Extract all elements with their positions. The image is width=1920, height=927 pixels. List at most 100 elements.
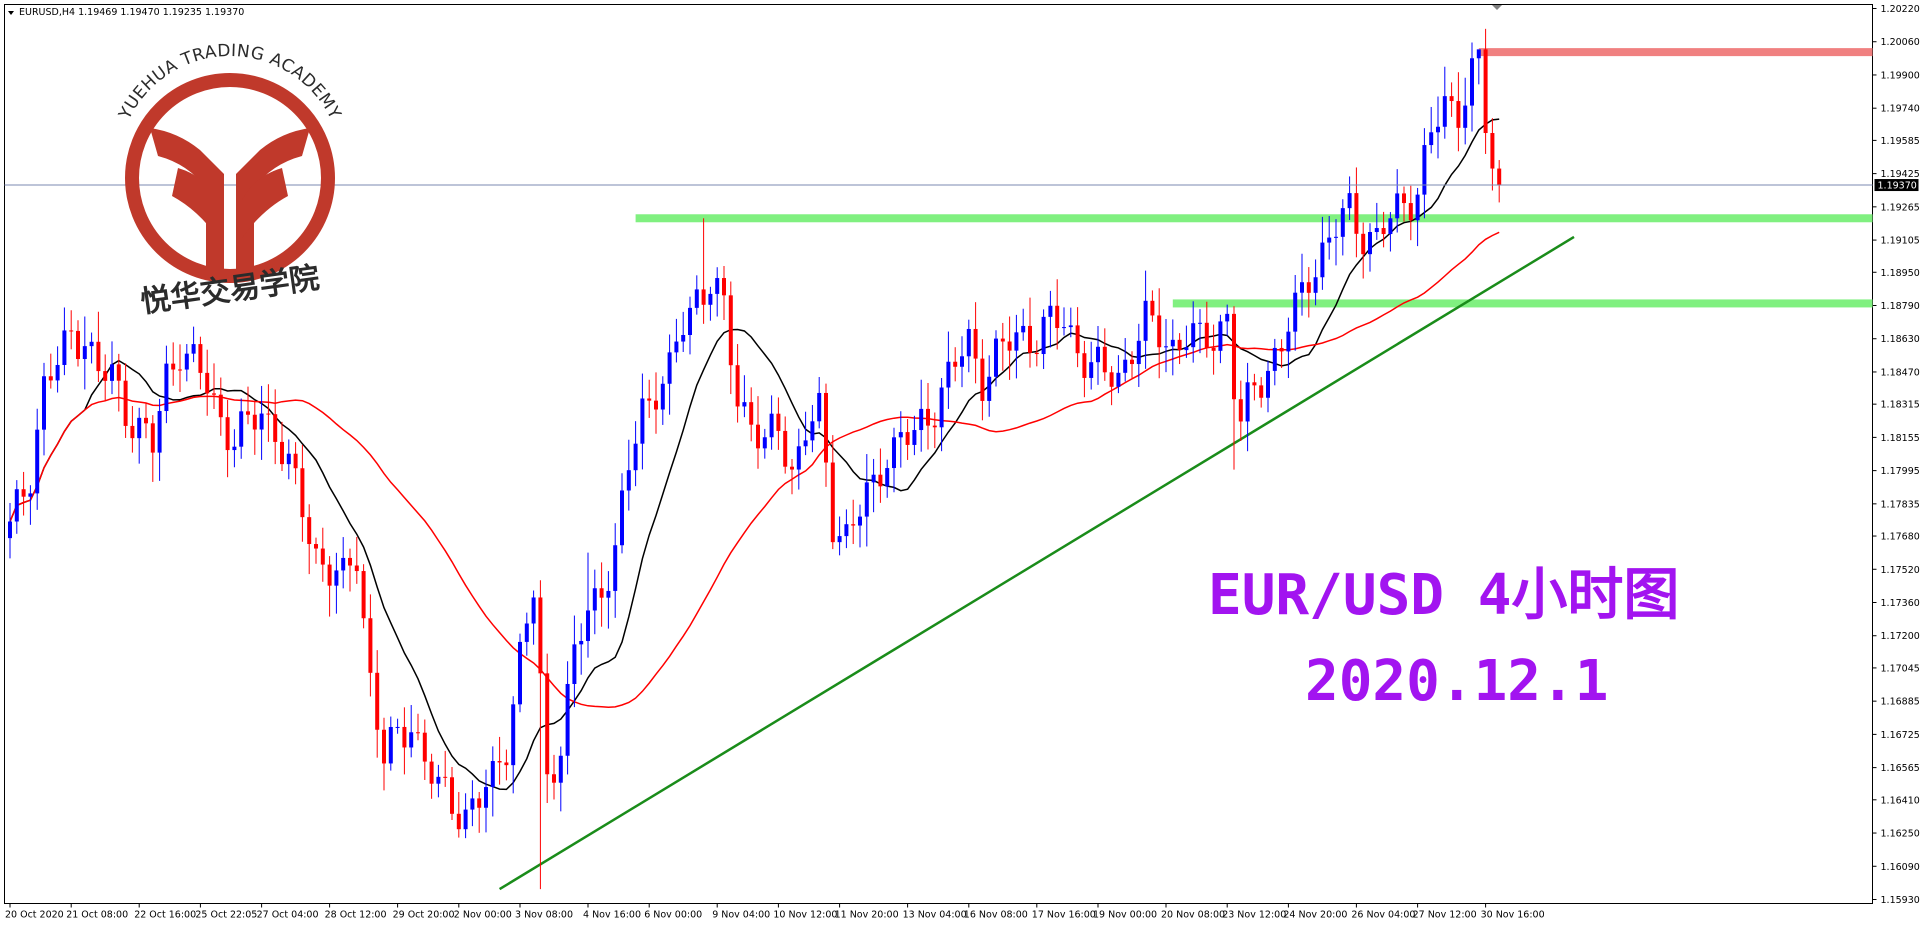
candle-body bbox=[1497, 168, 1502, 186]
y-tick-label: 1.17200 bbox=[1881, 631, 1920, 642]
candle-body bbox=[790, 466, 794, 470]
candle-body bbox=[966, 328, 971, 357]
y-tick-label: 1.16885 bbox=[1881, 697, 1920, 708]
candle bbox=[885, 459, 890, 498]
plot-frame bbox=[4, 4, 1873, 904]
candle bbox=[626, 439, 631, 511]
x-tick-label: 20 Oct 2020 bbox=[5, 910, 64, 921]
candle-body bbox=[864, 482, 869, 517]
candle bbox=[586, 552, 590, 658]
candle-body bbox=[1279, 347, 1284, 352]
x-tick-label: 13 Nov 04:00 bbox=[903, 910, 967, 921]
candle-body bbox=[395, 726, 400, 728]
shift-marker-icon[interactable] bbox=[1492, 5, 1502, 10]
candle-body bbox=[497, 761, 502, 763]
candle bbox=[1395, 169, 1400, 233]
candle-body bbox=[538, 597, 543, 674]
candle-body bbox=[1034, 352, 1039, 355]
candle-body bbox=[817, 392, 822, 422]
candle-body bbox=[776, 413, 781, 431]
candle bbox=[1096, 325, 1100, 385]
candle bbox=[640, 373, 645, 470]
candle-body bbox=[844, 524, 849, 537]
candle-body bbox=[164, 363, 169, 412]
candle-body bbox=[314, 544, 318, 549]
candle bbox=[620, 473, 624, 554]
candle bbox=[1361, 222, 1366, 279]
candle-body bbox=[987, 376, 992, 401]
y-tick-label: 1.17520 bbox=[1881, 565, 1920, 576]
zones-layer bbox=[635, 48, 1873, 308]
candle-body bbox=[1170, 339, 1175, 347]
candle bbox=[898, 411, 903, 468]
candle bbox=[259, 385, 264, 460]
candle bbox=[1340, 199, 1345, 256]
candle bbox=[1238, 380, 1243, 441]
candle bbox=[1259, 377, 1264, 408]
candle bbox=[205, 349, 210, 416]
candle bbox=[246, 386, 250, 425]
candle-body bbox=[1014, 332, 1019, 351]
y-tick-label: 1.16250 bbox=[1881, 829, 1920, 840]
y-tick-label: 1.18950 bbox=[1881, 268, 1920, 279]
candle-body bbox=[620, 490, 624, 546]
candle-body bbox=[1340, 208, 1345, 237]
candle-body bbox=[232, 446, 237, 451]
candle-body bbox=[225, 417, 230, 451]
candle-body bbox=[157, 411, 162, 453]
candle bbox=[694, 275, 699, 315]
candle-body bbox=[1306, 282, 1311, 293]
candle bbox=[266, 384, 271, 442]
candle-body bbox=[1143, 300, 1148, 341]
candle-body bbox=[490, 761, 495, 788]
candle-body bbox=[504, 762, 509, 766]
candle-body bbox=[178, 369, 182, 371]
candle-body bbox=[42, 376, 46, 430]
candle-body bbox=[246, 411, 250, 415]
candle-body bbox=[858, 516, 862, 526]
candle-body bbox=[1109, 372, 1114, 387]
candle-body bbox=[674, 341, 679, 353]
candle bbox=[1102, 328, 1107, 381]
candle-body bbox=[1327, 237, 1332, 243]
candle-body bbox=[96, 341, 101, 372]
header-dropdown-icon[interactable] bbox=[8, 11, 14, 15]
candle bbox=[348, 548, 352, 592]
candle bbox=[762, 428, 767, 459]
candle bbox=[456, 792, 461, 838]
candle bbox=[1354, 167, 1359, 258]
candle bbox=[123, 363, 128, 438]
candle-body bbox=[545, 673, 550, 775]
candle bbox=[912, 415, 917, 456]
y-tick-label: 1.18315 bbox=[1881, 400, 1920, 411]
candle bbox=[647, 379, 652, 418]
x-tick-label: 23 Nov 12:00 bbox=[1222, 910, 1286, 921]
candle bbox=[1157, 288, 1162, 379]
support-zone-upper bbox=[635, 214, 1873, 223]
x-tick-label: 24 Nov 20:00 bbox=[1283, 910, 1347, 921]
candle bbox=[293, 442, 298, 485]
candle-body bbox=[307, 517, 312, 545]
candle bbox=[1306, 267, 1311, 318]
candle bbox=[150, 415, 155, 482]
candle-body bbox=[715, 278, 720, 294]
candle-body bbox=[572, 644, 577, 684]
candle-body bbox=[103, 371, 108, 381]
candle bbox=[470, 780, 475, 827]
candle bbox=[130, 406, 135, 453]
candle bbox=[1436, 96, 1440, 159]
candle-body bbox=[1476, 49, 1481, 59]
candle-body bbox=[198, 344, 203, 373]
candle-body bbox=[749, 402, 754, 425]
candle bbox=[633, 421, 638, 487]
candle-body bbox=[586, 610, 590, 641]
candle-body bbox=[137, 417, 142, 439]
candle bbox=[35, 408, 40, 510]
candle-body bbox=[1334, 236, 1338, 238]
candle-body bbox=[939, 387, 944, 428]
candle bbox=[1320, 216, 1325, 290]
candle-body bbox=[871, 474, 876, 483]
candle bbox=[1136, 323, 1141, 387]
candle-body bbox=[334, 570, 339, 586]
candle bbox=[1184, 325, 1189, 358]
